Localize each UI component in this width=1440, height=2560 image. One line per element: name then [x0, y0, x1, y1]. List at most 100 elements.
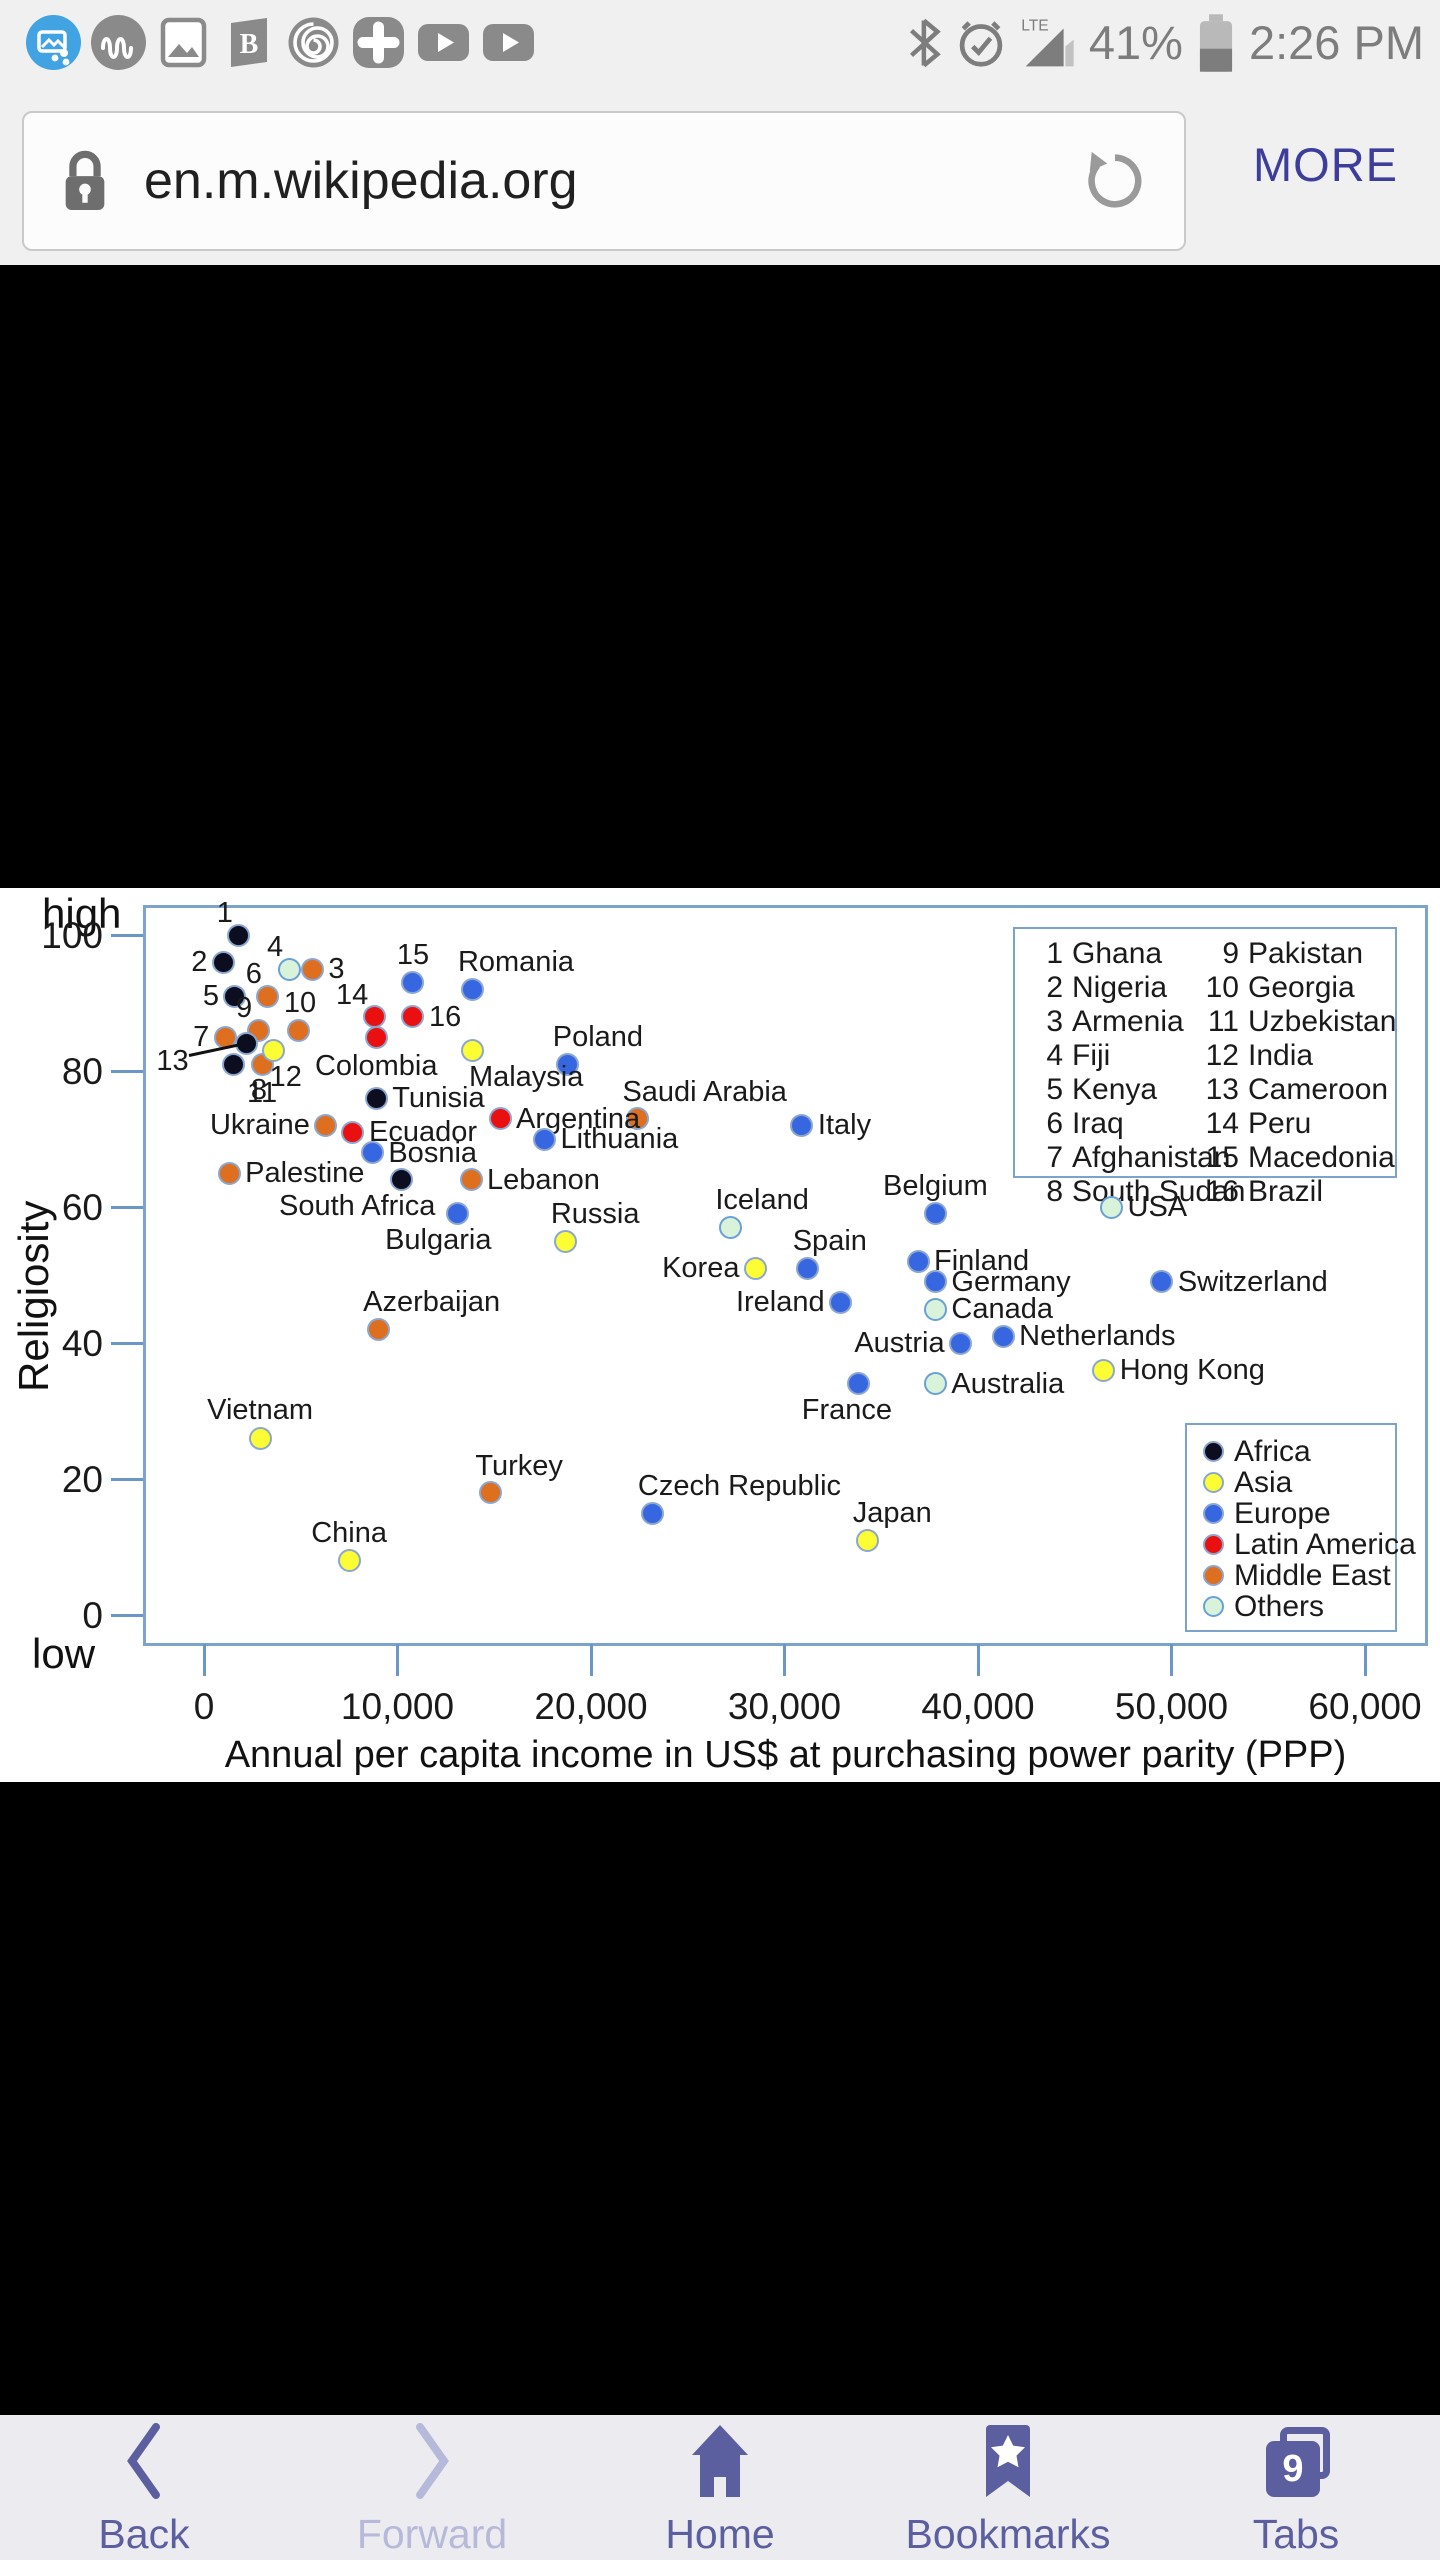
- data-point-label-switzerland: Switzerland: [1177, 1265, 1328, 1298]
- legend-entry-name: Cameroon: [1248, 1073, 1389, 1106]
- back-button[interactable]: Back: [0, 2415, 288, 2560]
- legend-entry-number: 13: [1205, 1073, 1239, 1106]
- data-point-label-ecuador: Ecuador: [368, 1116, 477, 1149]
- x-axis-tick: [202, 1644, 206, 1676]
- data-point-romania: [461, 977, 485, 1001]
- data-point-nigeria: [211, 950, 235, 974]
- tabs-button[interactable]: 9 Tabs: [1152, 2415, 1440, 2560]
- bookmark-star-icon: [986, 2425, 1030, 2497]
- data-point-label-georgia: 10: [283, 987, 317, 1020]
- data-point-label-korea: Korea: [662, 1252, 740, 1285]
- region-color-dot: [1203, 1596, 1224, 1617]
- data-point-label-germany: Germany: [951, 1265, 1071, 1298]
- legend-entry-number: 11: [1207, 1005, 1239, 1038]
- data-point-label-belgium: Belgium: [883, 1169, 988, 1202]
- legend-entry-uzbekistan: 11 Uzbekistan: [1199, 1005, 1397, 1039]
- x-axis-tick: [976, 1644, 980, 1676]
- data-point-label-armenia: 3: [328, 953, 345, 985]
- x-axis-tick-label: 20,000: [534, 1686, 648, 1727]
- url-bar[interactable]: en.m.wikipedia.org: [22, 111, 1186, 251]
- y-axis-tick: [111, 1205, 143, 1209]
- data-point-label-iceland: Iceland: [715, 1184, 809, 1217]
- data-point-label-iraq: 6: [245, 958, 262, 991]
- data-point-palestine: [217, 1161, 241, 1185]
- svg-text:LTE: LTE: [1021, 17, 1048, 34]
- more-button[interactable]: MORE: [1253, 138, 1398, 191]
- legend-entry-name: Nigeria: [1072, 971, 1168, 1004]
- y-axis-tick-label: 20: [61, 1459, 103, 1500]
- data-point-label-china: China: [311, 1516, 388, 1549]
- spiral-icon: [288, 17, 339, 68]
- legend-entry-peru: 14 Peru: [1199, 1107, 1396, 1141]
- data-point-label-finland: Finland: [934, 1245, 1030, 1278]
- data-point-label-romania: Romania: [457, 946, 575, 979]
- data-point-south-africa: [389, 1168, 413, 1192]
- data-point-label-russia: Russia: [550, 1198, 640, 1230]
- battery-percent: 41%: [1088, 16, 1183, 69]
- browser-nav-bar: Back Forward Home Bookmarks 9 Tabs: [0, 2415, 1440, 2560]
- home-button[interactable]: Home: [576, 2415, 864, 2560]
- data-point-usa: [1100, 1195, 1123, 1219]
- y-axis-tick: [111, 1613, 143, 1617]
- video-play-icon: [418, 24, 469, 61]
- reload-button[interactable]: [1082, 148, 1148, 214]
- data-point-saudi-arabia: [625, 1107, 649, 1131]
- data-point-label-australia: Australia: [951, 1367, 1065, 1400]
- data-point-label-italy: Italy: [817, 1109, 872, 1142]
- data-point-switzerland: [1150, 1270, 1174, 1294]
- y-axis-tick-label: 40: [61, 1323, 103, 1364]
- legend-entry-name: Ghana: [1072, 937, 1163, 970]
- x-axis-tick: [1170, 1644, 1173, 1676]
- data-point-france: [846, 1372, 870, 1396]
- legend-entry-number: 12: [1205, 1039, 1239, 1072]
- legend-entry-name: Pakistan: [1248, 937, 1364, 970]
- legend-entry-brazil: 16 Brazil: [1199, 1175, 1396, 1209]
- home-icon: [692, 2425, 748, 2497]
- legend-entry-cameroon: 13 Cameroon: [1199, 1073, 1396, 1107]
- data-point-label-pakistan: 9: [236, 992, 253, 1025]
- x-axis-tick: [783, 1644, 786, 1676]
- notification-icons: B: [26, 15, 536, 70]
- data-point-label-ukraine: Ukraine: [209, 1109, 310, 1142]
- data-point-georgia: [287, 1018, 311, 1042]
- data-point-label-japan: Japan: [852, 1497, 932, 1530]
- status-bar: B LTE 41% 2:26 PM: [0, 0, 1440, 85]
- y-axis-tick: [111, 1477, 143, 1481]
- legend-entry-name: Brazil: [1248, 1175, 1324, 1208]
- data-point-korea: [743, 1256, 767, 1280]
- data-point-label-lebanon: Lebanon: [487, 1163, 600, 1196]
- data-point-ireland: [829, 1290, 853, 1314]
- legend-entry-name: Iraq: [1072, 1107, 1124, 1140]
- data-point-japan: [856, 1528, 880, 1552]
- region-legend-entry-latin-america: Latin America: [1203, 1528, 1416, 1561]
- data-point-italy: [790, 1113, 814, 1137]
- data-point-label-kenya: 5: [202, 980, 219, 1013]
- bookmarks-button[interactable]: Bookmarks: [864, 2415, 1152, 2560]
- health-plus-icon: [353, 17, 404, 68]
- data-point-kenya: [223, 984, 247, 1008]
- letterbox-top: [0, 265, 1440, 888]
- data-point-label-vietnam: Vietnam: [207, 1394, 314, 1427]
- x-axis-tick-label: 0: [193, 1686, 215, 1727]
- y-axis-tick: [111, 1069, 143, 1073]
- tabs-count-badge: 9: [1266, 2441, 1320, 2497]
- data-point-label-austria: Austria: [854, 1327, 945, 1359]
- svg-text:B: B: [240, 29, 259, 60]
- data-point-australia: [923, 1372, 947, 1396]
- legend-entry-name: Georgia: [1248, 971, 1355, 1004]
- legend-entry-number: 10: [1205, 971, 1239, 1004]
- data-point-label-ireland: Ireland: [735, 1286, 825, 1319]
- battery-icon: [1199, 13, 1233, 72]
- legend-entry-name: Afghanistan: [1072, 1141, 1231, 1174]
- data-point-iraq: [256, 984, 280, 1008]
- data-point-malaysia: [461, 1039, 485, 1063]
- legend-entry-afghanistan: 7 Afghanistan: [1023, 1141, 1230, 1175]
- data-point-bulgaria: [445, 1202, 469, 1226]
- region-label: Latin America: [1234, 1527, 1416, 1561]
- data-point-colombia: [364, 1025, 388, 1049]
- data-point-turkey: [478, 1481, 502, 1505]
- legend-entry-number: 7: [1046, 1141, 1063, 1174]
- gallery-icon: [160, 17, 207, 68]
- x-axis-tick: [589, 1644, 593, 1676]
- data-point-brazil: [401, 1005, 425, 1029]
